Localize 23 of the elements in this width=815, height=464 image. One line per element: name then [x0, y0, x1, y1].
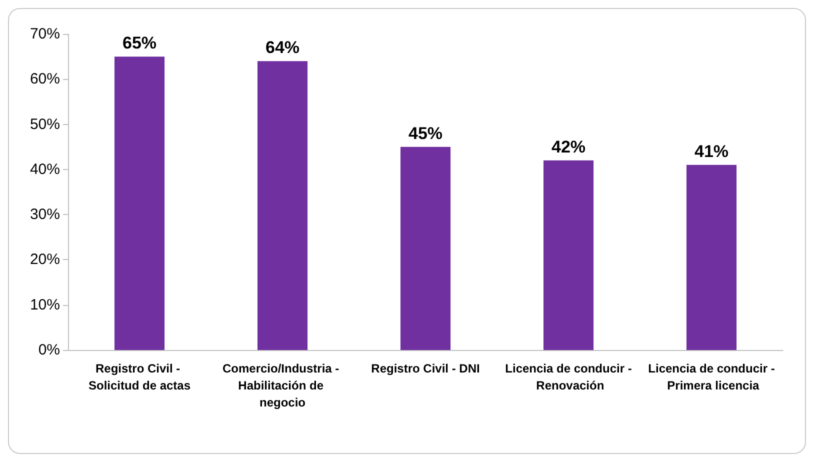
x-tick-label: Comercio/Industria - Habilitación de negocio	[222, 362, 343, 410]
y-tick-label: 50%	[30, 116, 60, 133]
y-tick-label: 10%	[30, 296, 60, 314]
bar	[686, 164, 737, 350]
y-tick-label: 0%	[38, 342, 60, 358]
data-label: 45%	[408, 124, 443, 143]
x-tick-label: Registro Civil - DNI	[371, 362, 480, 376]
bar	[257, 61, 308, 350]
bar	[114, 56, 165, 350]
y-tick-label: 60%	[30, 70, 60, 88]
data-label: 42%	[551, 137, 586, 156]
data-label: 65%	[122, 34, 157, 53]
x-tick-label: Licencia de conducir - Primera licencia	[648, 362, 775, 392]
y-tick-label: 30%	[30, 206, 60, 224]
bar	[400, 146, 451, 350]
y-tick-label: 70%	[30, 26, 60, 42]
x-tick-label: Registro Civil - Solicitud de actas	[88, 362, 191, 392]
bar	[543, 160, 594, 350]
x-tick-label: Licencia de conducir - Renovación	[505, 362, 632, 392]
y-tick-label: 40%	[30, 160, 60, 178]
data-label: 41%	[694, 142, 729, 161]
data-label: 64%	[265, 38, 300, 58]
y-tick-label: 20%	[30, 251, 60, 268]
